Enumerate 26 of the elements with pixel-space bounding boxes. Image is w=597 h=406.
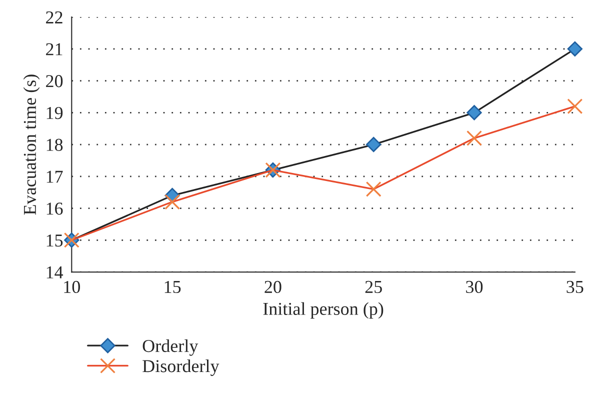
- x-tick-label: 25: [365, 280, 382, 294]
- point: [567, 98, 583, 114]
- point: [567, 41, 582, 56]
- y-tick-label: 16: [46, 202, 63, 215]
- x-tick-label: 35: [566, 280, 584, 294]
- y-tick-label: 17: [46, 170, 63, 183]
- y-tick-label: 21: [46, 43, 62, 56]
- x-tick-label: 20: [264, 280, 282, 294]
- y-tick-label: 22: [46, 11, 62, 24]
- x-tick-label: 10: [64, 280, 80, 294]
- y-tick-label: 19: [46, 106, 63, 120]
- y-tick-label: 20: [46, 75, 63, 88]
- y-tick-label: 18: [46, 138, 63, 151]
- legend-label: Orderly: [142, 339, 198, 356]
- point: [366, 181, 382, 197]
- point: [466, 130, 482, 146]
- y-tick-label: 15: [46, 234, 63, 247]
- legend-label: Disorderly: [142, 360, 220, 376]
- x-tick-label: 30: [466, 280, 483, 294]
- y-tick-label: 14: [46, 266, 64, 278]
- x-tick-label: 15: [164, 280, 181, 294]
- y-axis-title: Evacuation time (s): [23, 74, 40, 215]
- x-axis-title: Initial person (p): [263, 302, 384, 319]
- point: [466, 105, 482, 120]
- point: [164, 194, 180, 210]
- point: [366, 136, 382, 152]
